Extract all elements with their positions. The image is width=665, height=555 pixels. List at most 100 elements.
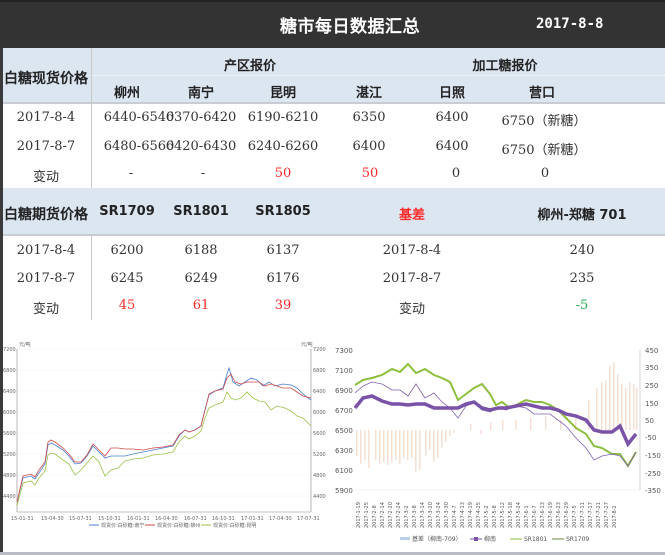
futures-header xyxy=(3,188,665,234)
svg-text:2017-6-23: 2017-6-23 xyxy=(556,502,562,528)
svg-text:5200: 5200 xyxy=(3,452,16,458)
svg-text:250: 250 xyxy=(645,382,658,390)
svg-text:16-04-30: 16-04-30 xyxy=(155,516,178,522)
header-divider xyxy=(92,75,665,77)
svg-text:6900: 6900 xyxy=(335,387,353,395)
col-sr1709: SR1709 xyxy=(99,204,155,219)
svg-text:现货价:白砂糖:柳州: 现货价:白砂糖:柳州 xyxy=(157,522,200,528)
bottom-border xyxy=(0,552,665,555)
svg-text:2017-2-8: 2017-2-8 xyxy=(372,505,378,528)
svg-text:4400: 4400 xyxy=(313,494,326,500)
svg-text:2017-3-8: 2017-3-8 xyxy=(412,505,418,528)
svg-text:7100: 7100 xyxy=(335,367,353,375)
futures-label-divider xyxy=(91,234,92,320)
page-title: 糖市每日数据汇总 xyxy=(280,17,420,37)
svg-text:15-07-31: 15-07-31 xyxy=(69,516,92,522)
svg-text:2017-2-14: 2017-2-14 xyxy=(380,502,386,528)
svg-text:7200: 7200 xyxy=(313,347,326,353)
svg-text:5600: 5600 xyxy=(3,431,16,437)
svg-text:2017-6-1: 2017-6-1 xyxy=(524,505,530,528)
svg-text:2017-5-12: 2017-5-12 xyxy=(500,502,506,528)
svg-text:4400: 4400 xyxy=(3,494,16,500)
svg-text:2017-6-13: 2017-6-13 xyxy=(540,502,546,528)
svg-text:6000: 6000 xyxy=(313,410,326,416)
svg-text:柳南: 柳南 xyxy=(484,535,496,543)
svg-text:元/吨: 元/吨 xyxy=(301,341,313,348)
basis-bars xyxy=(356,362,638,472)
svg-text:2017-4-19: 2017-4-19 xyxy=(468,502,474,528)
svg-text:2017-7-17: 2017-7-17 xyxy=(588,502,594,528)
spot-price-chart-svg: 7200 6800 6400 6000 5600 5200 4800 4400 7200 6… xyxy=(3,341,326,529)
svg-text:150: 150 xyxy=(645,400,658,408)
svg-text:-350: -350 xyxy=(645,487,661,495)
svg-text:-150: -150 xyxy=(645,452,661,460)
svg-text:16-10-31: 16-10-31 xyxy=(212,516,235,522)
svg-text:2017-5-8: 2017-5-8 xyxy=(492,505,498,528)
col-rizhao: 日照 xyxy=(438,86,466,101)
spot-price-chart: 7200 6800 6400 6000 5600 5200 4800 4400 7200 6… xyxy=(3,338,328,529)
window-left-border xyxy=(0,0,3,555)
svg-text:6400: 6400 xyxy=(313,389,326,395)
svg-text:6800: 6800 xyxy=(313,368,326,374)
svg-text:5200: 5200 xyxy=(313,452,326,458)
col-zhanjiang: 湛江 xyxy=(355,86,383,101)
svg-text:2017-3-30: 2017-3-30 xyxy=(444,502,450,528)
svg-text:2017-6-7: 2017-6-7 xyxy=(532,505,538,528)
svg-text:元/吨: 元/吨 xyxy=(19,341,31,348)
svg-text:16-01-31: 16-01-31 xyxy=(127,516,150,522)
svg-text:2017-7-27: 2017-7-27 xyxy=(604,502,610,528)
svg-text:2017-4-13: 2017-4-13 xyxy=(460,502,466,528)
svg-text:2017-5-2: 2017-5-2 xyxy=(484,505,490,528)
svg-text:2017-8-2: 2017-8-2 xyxy=(612,505,618,528)
svg-text:2017-7-11: 2017-7-11 xyxy=(580,502,586,528)
svg-text:-50: -50 xyxy=(645,434,656,442)
svg-text:2017-6-29: 2017-6-29 xyxy=(564,502,570,528)
col-basis: 基差 xyxy=(398,208,426,223)
svg-text:6800: 6800 xyxy=(3,368,16,374)
futures-row-label: 白糖期货价格 xyxy=(4,207,88,223)
svg-text:2017-3-14: 2017-3-14 xyxy=(420,502,426,528)
svg-text:7200: 7200 xyxy=(3,347,16,353)
svg-text:6400: 6400 xyxy=(3,389,16,395)
report-date: 2017-8-8 xyxy=(536,16,604,32)
col-kunming: 昆明 xyxy=(269,86,297,101)
svg-text:2017-4-25: 2017-4-25 xyxy=(476,502,482,528)
svg-text:50: 50 xyxy=(645,417,654,425)
svg-text:2017-3-20: 2017-3-20 xyxy=(428,502,434,528)
svg-text:15-10-31: 15-10-31 xyxy=(98,516,121,522)
svg-text:基差（柳南-709）: 基差（柳南-709） xyxy=(412,535,462,543)
svg-text:5900: 5900 xyxy=(335,487,353,495)
svg-text:2017-2-24: 2017-2-24 xyxy=(396,502,402,528)
svg-text:4800: 4800 xyxy=(3,473,16,479)
svg-text:2017-4-7: 2017-4-7 xyxy=(452,505,458,528)
svg-text:现货价:白砂糖:南宁: 现货价:白砂糖:南宁 xyxy=(101,522,144,528)
svg-text:2017-1-25: 2017-1-25 xyxy=(364,502,370,528)
svg-text:2017-5-18: 2017-5-18 xyxy=(508,502,514,528)
svg-text:2017-3-24: 2017-3-24 xyxy=(436,502,442,528)
svg-text:17-01-31: 17-01-31 xyxy=(241,516,264,522)
svg-text:6000: 6000 xyxy=(3,410,16,416)
svg-text:16-07-31: 16-07-31 xyxy=(184,516,207,522)
svg-text:6700: 6700 xyxy=(335,407,353,415)
basis-futures-chart: 7300 7100 6900 6700 6500 6300 6100 5900 450 35… xyxy=(330,338,665,550)
svg-text:6300: 6300 xyxy=(335,447,353,455)
svg-text:7300: 7300 xyxy=(335,347,353,355)
svg-text:SR1709: SR1709 xyxy=(566,536,589,543)
svg-text:2017-6-19: 2017-6-19 xyxy=(548,502,554,528)
group-header-processing: 加工糖报价 xyxy=(472,59,538,74)
svg-text:15-04-30: 15-04-30 xyxy=(41,516,64,522)
svg-text:SR1801: SR1801 xyxy=(524,536,547,543)
group-header-production: 产区报价 xyxy=(223,59,277,74)
svg-text:6100: 6100 xyxy=(335,467,353,475)
svg-text:4800: 4800 xyxy=(313,473,326,479)
svg-text:17-07-31: 17-07-31 xyxy=(297,516,320,522)
col-nanning: 南宁 xyxy=(187,86,215,101)
svg-text:17-04-30: 17-04-30 xyxy=(269,516,292,522)
svg-text:2017-3-2: 2017-3-2 xyxy=(404,505,410,528)
spot-row-label: 白糖现货价格 xyxy=(4,71,88,87)
basis-futures-chart-svg: 7300 7100 6900 6700 6500 6300 6100 5900 450 35… xyxy=(335,347,661,543)
col-sr1805: SR1805 xyxy=(255,204,311,219)
svg-text:现货价:白砂糖:昆明: 现货价:白砂糖:昆明 xyxy=(213,522,256,528)
col-liuzhou: 柳州 xyxy=(113,86,141,101)
label-divider xyxy=(91,48,92,188)
